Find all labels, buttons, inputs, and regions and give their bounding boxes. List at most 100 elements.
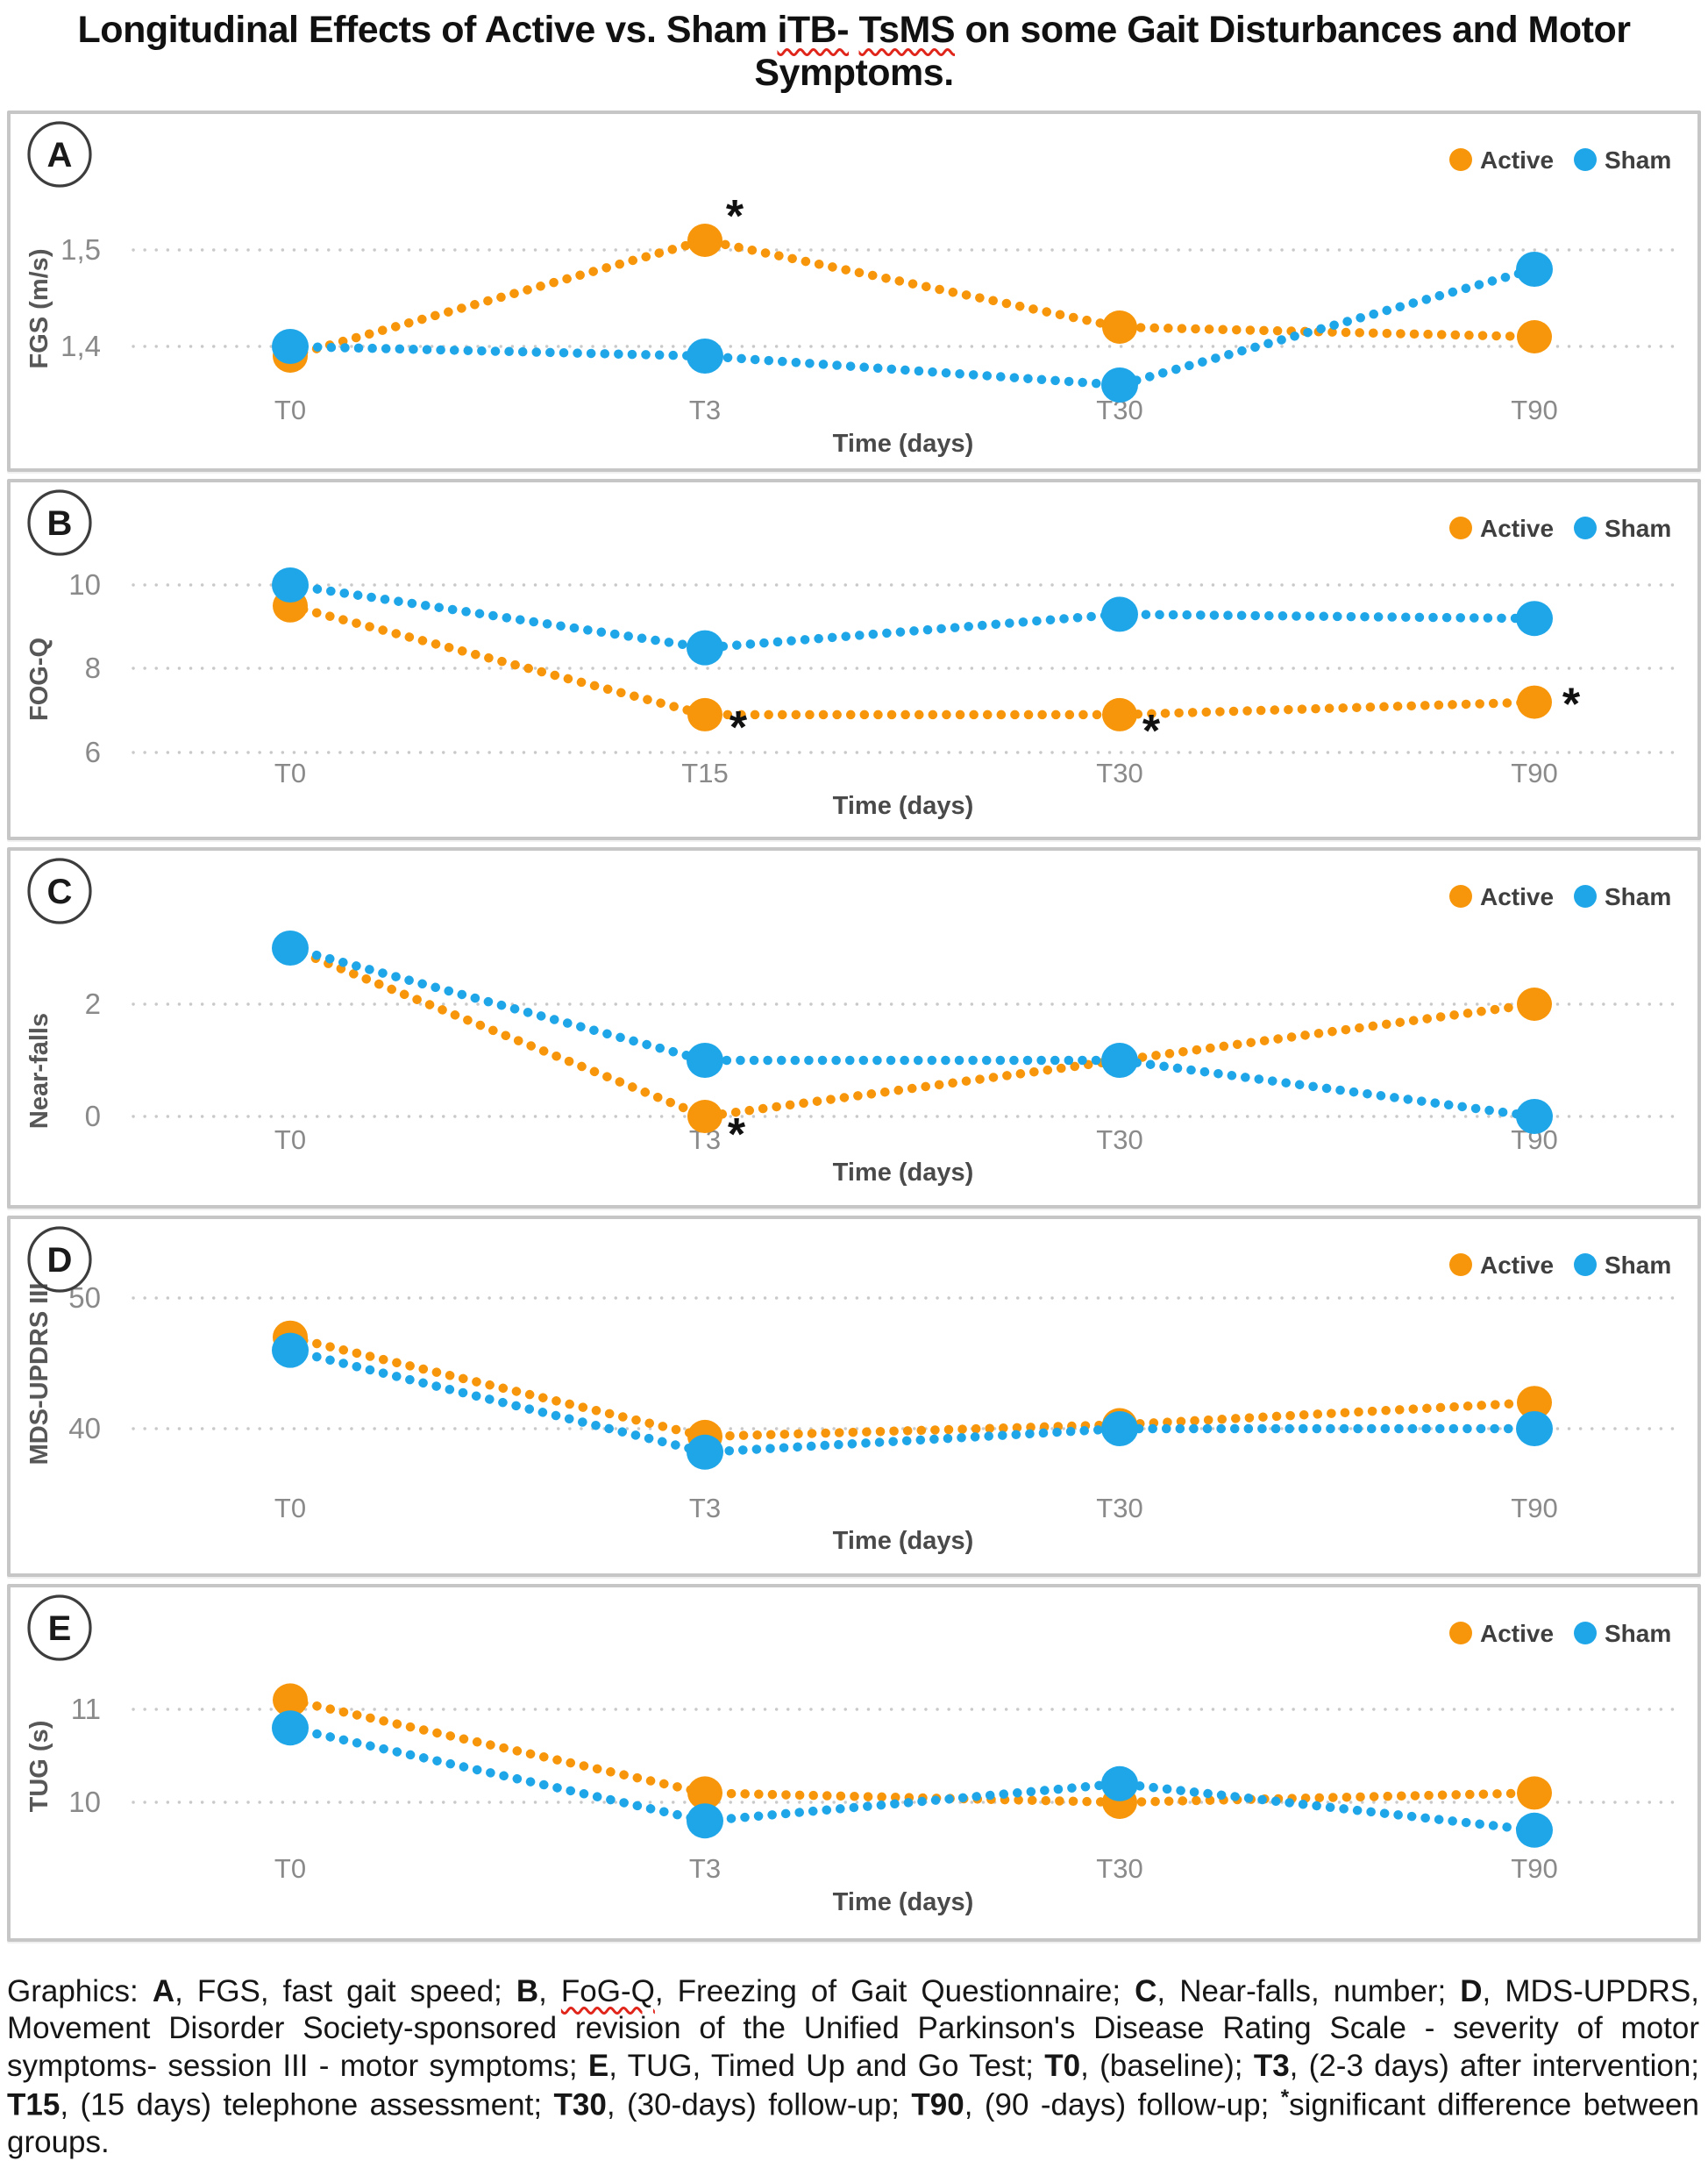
x-tick-label: T90: [1511, 1853, 1557, 1884]
legend-dot-active: [1449, 885, 1472, 908]
marker-sham: [1101, 1411, 1138, 1446]
marker-sham: [1516, 1812, 1553, 1848]
chart-E: 11 10 T0 T3 T30 T90 TUG (s) Time (days) E Active S…: [25, 1594, 1675, 1916]
x-axis-title: Time (days): [833, 1527, 974, 1555]
x-tick-label: T90: [1511, 395, 1557, 425]
y-tick-label: 1,4: [60, 330, 101, 362]
marker-sham: [1101, 1765, 1138, 1801]
caption-segment: , (30-days) follow-up;: [606, 2087, 912, 2122]
marker-sham: [1516, 1411, 1553, 1446]
figure-page: Longitudinal Effects of Active vs. Sham …: [0, 9, 1708, 2159]
series-line-sham: [285, 264, 1540, 390]
caption-segment: T15: [7, 2087, 60, 2122]
legend-dot-active: [1449, 517, 1472, 539]
caption-segment: FoG-Q: [560, 1974, 655, 2008]
y-tick-label: 40: [68, 1412, 101, 1444]
marker-sham: [272, 1332, 309, 1368]
marker-active: [1517, 1776, 1552, 1810]
x-tick-label: T0: [274, 758, 306, 788]
legend-dot-active: [1449, 1622, 1472, 1644]
x-axis-title: Time (days): [833, 1159, 974, 1187]
chart-B: 10 8 6 T0 T15 T30 T90 FOG-Q Time (days) B Active Sh…: [25, 489, 1675, 820]
x-tick-label: T0: [274, 1493, 306, 1523]
marker-sham: [272, 1710, 309, 1746]
marker-active: [687, 1776, 722, 1810]
legend-dot-sham: [1574, 517, 1597, 539]
y-tick-label: 11: [71, 1693, 101, 1725]
panel-letter: C: [47, 873, 73, 911]
figure-caption: Graphics: A, FGS, fast gait speed; B, Fo…: [7, 1973, 1699, 2161]
series-line-sham: [285, 1722, 1540, 1836]
legend-label-active: Active: [1480, 883, 1554, 910]
panel-D: 50 40 T0 T3 T30 T90 MDS-UPDRS III Time (days) D A…: [7, 1216, 1701, 1577]
caption-segment: , Freezing of Gait Questionnaire;: [654, 1974, 1135, 2008]
marker-sham: [272, 931, 309, 966]
series-line-sham: [285, 1345, 1540, 1458]
y-tick-label: 2: [85, 988, 101, 1020]
y-axis-title: Near-falls: [25, 1013, 53, 1129]
panel-letter: B: [47, 504, 73, 543]
legend-label-sham: Sham: [1605, 1252, 1671, 1279]
series-line-sham: [285, 580, 1540, 653]
caption-segment: , (2-3 days) after intervention;: [1289, 2048, 1700, 2083]
marker-active: [687, 1100, 722, 1133]
marker-active: [273, 1683, 308, 1717]
title-segment: on some Gait Disturbances and Motor Symp…: [754, 9, 1631, 94]
y-axis-title: FOG-Q: [25, 638, 53, 721]
legend-dot-sham: [1574, 1253, 1597, 1276]
marker-sham: [687, 1043, 723, 1078]
marker-active: [1517, 685, 1552, 719]
marker-sham: [687, 630, 723, 666]
caption-segment: , MDS-UPDRS, Movement Disorder Society-s…: [7, 1974, 1699, 2083]
x-axis-title: Time (days): [833, 792, 974, 820]
panel-A: 1,5 1,4 T0 T3 T30 T90 FGS (m/s) Time (days) A Act…: [7, 111, 1701, 472]
panel-letter-circle: [27, 121, 92, 188]
legend-dot-sham: [1574, 885, 1597, 908]
x-tick-label: T30: [1096, 1493, 1142, 1523]
marker-sham: [1516, 601, 1553, 637]
caption-segment: T90: [911, 2087, 964, 2122]
marker-sham: [1101, 1043, 1138, 1078]
caption-segment: T3: [1253, 2048, 1290, 2083]
marker-sham: [1101, 596, 1138, 632]
marker-active: [1102, 310, 1137, 344]
marker-active: [1102, 697, 1137, 731]
y-tick-label: 0: [85, 1100, 101, 1132]
marker-sham: [1516, 252, 1553, 287]
panel-E: 11 10 T0 T3 T30 T90 TUG (s) Time (days) E Active S…: [7, 1584, 1701, 1942]
caption-segment: A: [152, 1974, 175, 2008]
caption-segment: , (15 days) telephone assessment;: [60, 2087, 554, 2122]
figure-title: Longitudinal Effects of Active vs. Sham …: [7, 9, 1701, 95]
significance-asterisk: *: [729, 703, 748, 753]
caption-segment: , TUG, Timed Up and Go Test;: [608, 2048, 1045, 2083]
legend-dot-sham: [1574, 148, 1597, 171]
panel-letter-circle: [27, 1226, 92, 1293]
series-line-active: [285, 235, 1540, 361]
legend-label-active: Active: [1480, 515, 1554, 542]
x-tick-label: T30: [1096, 758, 1142, 788]
legend-label-active: Active: [1480, 1252, 1554, 1279]
x-tick-label: T30: [1096, 1124, 1142, 1155]
series-line-active: [285, 1332, 1540, 1442]
title-segment: [849, 9, 858, 51]
y-axis-title: FGS (m/s): [25, 249, 53, 369]
title-segment: TsMS: [858, 9, 956, 51]
marker-sham: [1101, 367, 1138, 403]
legend-dot-active: [1449, 148, 1472, 171]
x-tick-label: T0: [274, 1853, 306, 1884]
x-tick-label: T90: [1511, 758, 1557, 788]
caption-segment: , Near-falls, number;: [1156, 1974, 1461, 2008]
marker-sham: [687, 1434, 723, 1470]
marker-active: [1517, 320, 1552, 353]
legend-label-sham: Sham: [1605, 1620, 1671, 1647]
caption-segment: ,: [538, 1974, 561, 2008]
legend-label-sham: Sham: [1605, 883, 1671, 910]
panel-letter-circle: [27, 858, 92, 924]
caption-segment: Graphics:: [7, 1974, 153, 2008]
marker-sham: [687, 1803, 723, 1839]
legend-dot-sham: [1574, 1622, 1597, 1644]
x-tick-label: T90: [1511, 1493, 1557, 1523]
caption-segment: , (90 -days) follow-up;: [964, 2087, 1281, 2122]
